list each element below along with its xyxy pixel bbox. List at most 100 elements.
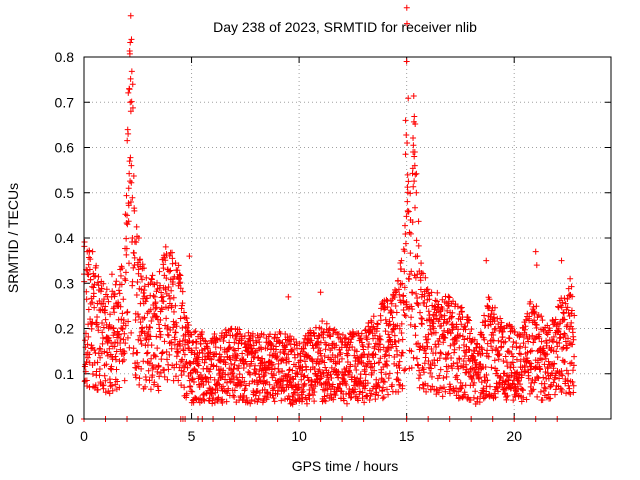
data-point — [312, 383, 319, 390]
data-point — [411, 178, 418, 185]
data-point — [130, 350, 137, 357]
data-point — [409, 219, 416, 226]
y-tick-label: 0.3 — [55, 275, 75, 291]
data-point — [550, 333, 557, 340]
data-point — [264, 345, 271, 352]
data-point — [530, 386, 537, 393]
data-point — [531, 309, 538, 316]
data-point — [293, 370, 300, 377]
data-point — [130, 249, 137, 256]
data-point — [425, 357, 432, 364]
data-point — [147, 324, 154, 331]
data-point — [96, 372, 103, 379]
data-point — [132, 316, 139, 323]
data-point — [168, 345, 175, 352]
data-point — [412, 171, 419, 178]
data-point — [483, 257, 490, 264]
data-point — [179, 300, 186, 307]
data-point — [483, 388, 490, 395]
data-point — [199, 329, 206, 336]
data-point — [231, 387, 238, 394]
data-point — [533, 322, 540, 329]
data-point — [233, 335, 240, 342]
data-point — [517, 343, 524, 350]
data-point — [478, 331, 485, 338]
data-point — [158, 356, 165, 363]
data-point — [504, 363, 511, 370]
data-point — [211, 330, 218, 337]
data-point — [522, 368, 529, 375]
data-point — [172, 260, 179, 267]
data-point — [276, 339, 283, 346]
data-point — [106, 390, 113, 397]
data-point — [528, 363, 535, 370]
data-point — [322, 346, 329, 353]
data-point — [371, 367, 378, 374]
data-point — [346, 369, 353, 376]
data-point — [99, 329, 106, 336]
data-point — [327, 333, 334, 340]
data-point — [175, 349, 182, 356]
data-point — [210, 395, 217, 402]
data-point — [192, 328, 199, 335]
data-point — [189, 347, 196, 354]
data-point — [274, 353, 281, 360]
data-point — [89, 248, 96, 255]
data-point — [326, 332, 333, 339]
data-point — [306, 391, 313, 398]
data-point — [455, 326, 462, 333]
data-point — [194, 369, 201, 376]
data-point — [451, 349, 458, 356]
data-point — [225, 345, 232, 352]
data-point — [127, 199, 134, 206]
data-point — [532, 321, 539, 328]
data-point — [441, 312, 448, 319]
data-point — [170, 318, 177, 325]
data-point — [457, 332, 464, 339]
data-point — [121, 330, 128, 337]
data-point — [433, 344, 440, 351]
data-point — [236, 371, 243, 378]
data-point — [206, 368, 213, 375]
data-point — [183, 358, 190, 365]
data-point — [289, 375, 296, 382]
data-point — [260, 331, 267, 338]
data-point — [428, 289, 435, 296]
data-point — [289, 367, 296, 374]
data-point — [119, 325, 126, 332]
data-point — [570, 336, 577, 343]
data-point — [471, 336, 478, 343]
data-point — [256, 389, 263, 396]
data-point — [418, 320, 425, 327]
data-point — [504, 392, 511, 399]
data-point — [127, 108, 134, 115]
data-point — [413, 170, 420, 177]
data-point — [321, 387, 328, 394]
data-point — [169, 249, 176, 256]
data-point — [559, 345, 566, 352]
data-point — [120, 316, 127, 323]
data-point — [175, 377, 182, 384]
data-point — [128, 179, 135, 186]
data-point — [449, 309, 456, 316]
data-point — [394, 351, 401, 358]
data-point — [508, 350, 515, 357]
data-point — [246, 380, 253, 387]
data-point — [99, 382, 106, 389]
data-point — [193, 339, 200, 346]
data-point — [403, 213, 410, 220]
data-point — [402, 151, 409, 158]
data-points — [81, 4, 578, 422]
data-point — [414, 271, 421, 278]
data-point — [268, 366, 275, 373]
data-point — [265, 358, 272, 365]
data-point — [134, 311, 141, 318]
data-point — [531, 317, 538, 324]
data-point — [97, 346, 104, 353]
data-point — [357, 371, 364, 378]
data-point — [163, 250, 170, 257]
data-point — [425, 331, 432, 338]
data-point — [398, 265, 405, 272]
data-point — [166, 351, 173, 358]
data-point — [204, 345, 211, 352]
